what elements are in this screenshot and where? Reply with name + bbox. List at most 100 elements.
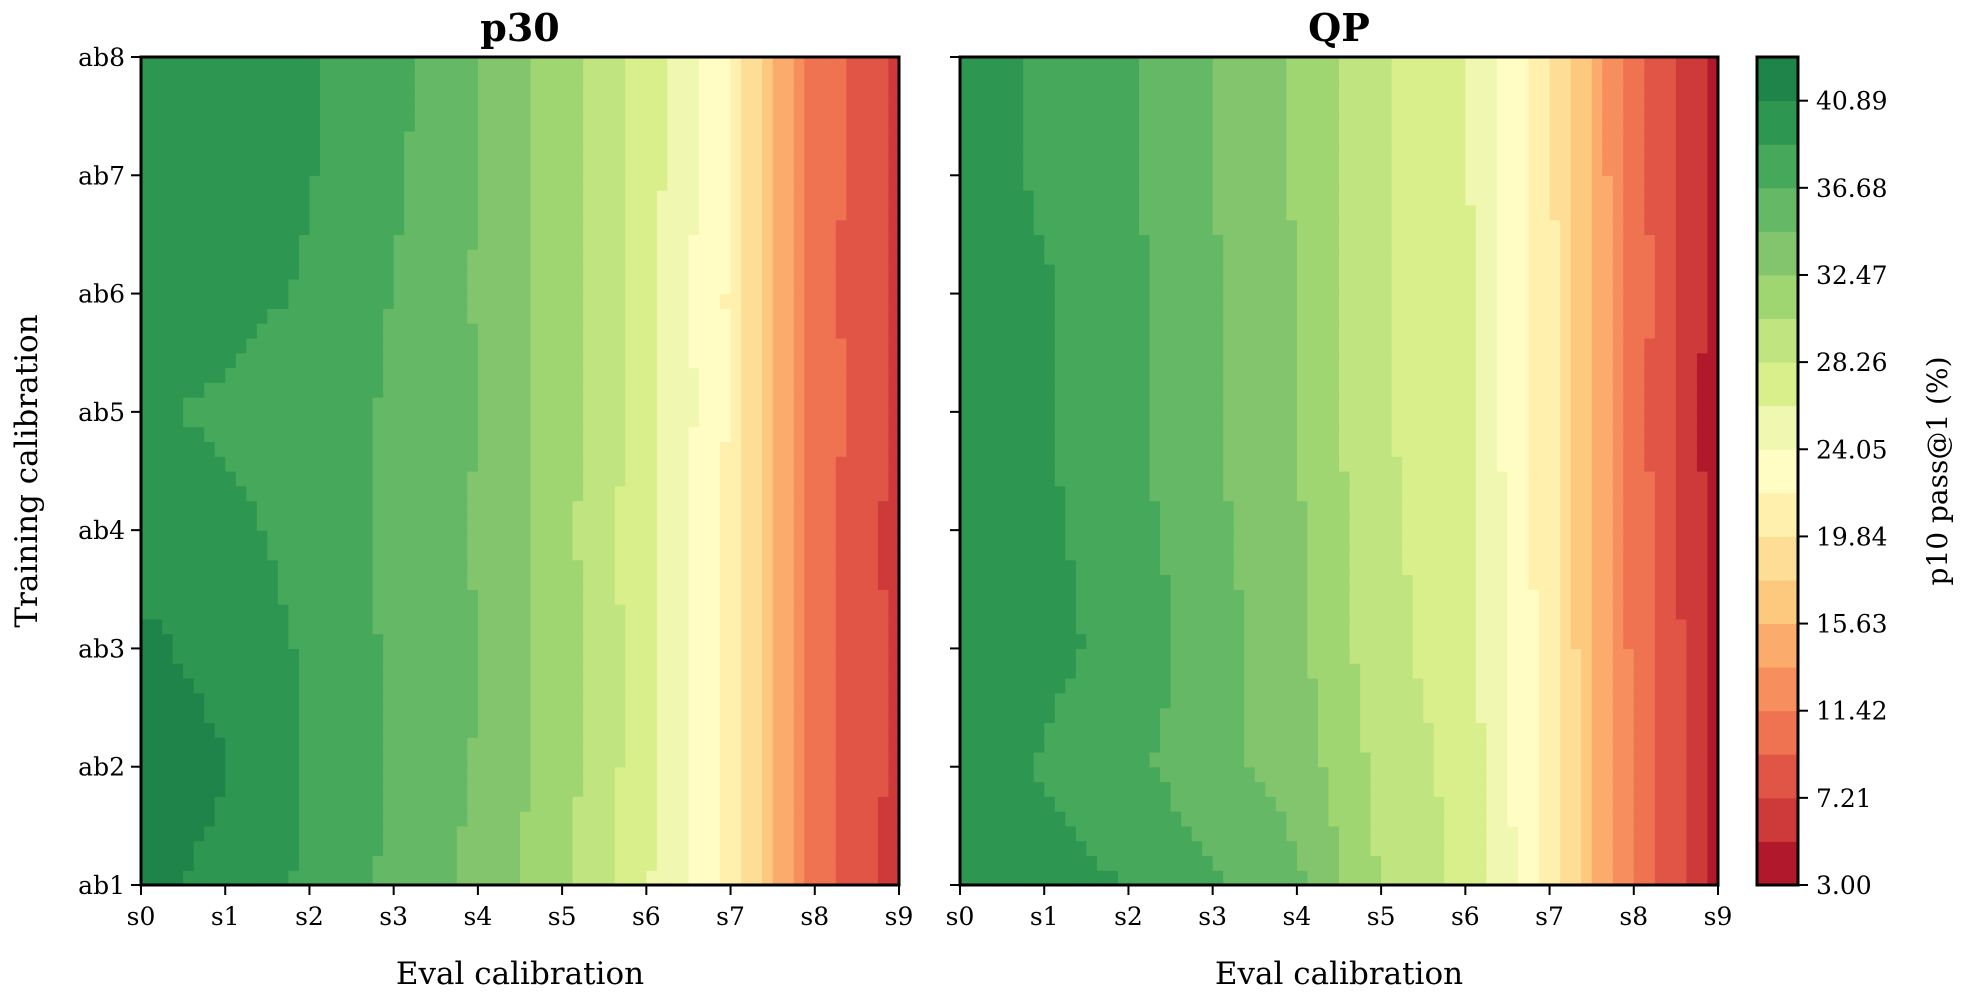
contour-cell bbox=[1202, 663, 1214, 679]
contour-cell bbox=[1307, 692, 1319, 709]
contour-cell bbox=[730, 530, 742, 546]
contour-cell bbox=[720, 751, 732, 768]
contour-cell bbox=[456, 485, 468, 502]
contour-cell bbox=[214, 145, 226, 162]
contour-cell bbox=[393, 175, 405, 191]
contour-cell bbox=[393, 71, 405, 88]
contour-cell bbox=[225, 648, 237, 664]
contour-cell bbox=[162, 722, 174, 738]
contour-cell bbox=[835, 57, 847, 73]
contour-cell bbox=[614, 367, 626, 383]
contour-cell bbox=[330, 870, 342, 885]
contour-cell bbox=[867, 130, 879, 147]
contour-cell bbox=[541, 101, 553, 117]
contour-cell bbox=[393, 130, 405, 147]
contour-cell bbox=[583, 57, 595, 73]
contour-cell bbox=[1265, 692, 1277, 709]
contour-cell bbox=[383, 707, 395, 723]
contour-cell bbox=[1202, 796, 1214, 812]
contour-cell bbox=[425, 101, 437, 117]
contour-cell bbox=[1623, 825, 1635, 842]
contour-cell bbox=[814, 781, 826, 797]
contour-cell bbox=[867, 707, 879, 723]
contour-cell bbox=[193, 337, 205, 354]
contour-cell bbox=[488, 678, 500, 694]
contour-cell bbox=[1233, 707, 1245, 723]
contour-cell bbox=[625, 71, 637, 88]
contour-cell bbox=[814, 352, 826, 369]
contour-cell bbox=[835, 604, 847, 620]
contour-cell bbox=[856, 278, 869, 295]
contour-cell bbox=[172, 559, 184, 576]
contour-cell bbox=[625, 751, 637, 768]
contour-cell bbox=[970, 855, 982, 871]
contour-cell bbox=[277, 145, 289, 162]
contour-cell bbox=[698, 234, 711, 250]
contour-cell bbox=[583, 751, 595, 768]
contour-cell bbox=[572, 101, 584, 117]
contour-cell bbox=[319, 530, 332, 546]
contour-cell bbox=[762, 471, 774, 487]
contour-cell bbox=[604, 175, 616, 191]
contour-cell bbox=[1212, 678, 1224, 694]
contour-cell bbox=[488, 663, 500, 679]
contour-cell bbox=[141, 441, 153, 457]
contour-cell bbox=[509, 796, 521, 812]
contour-cell bbox=[298, 678, 311, 694]
contour-cell bbox=[1128, 796, 1140, 812]
contour-cell bbox=[856, 234, 869, 250]
contour-cell bbox=[1044, 722, 1056, 738]
contour-cell bbox=[172, 249, 184, 265]
contour-cell bbox=[509, 278, 521, 295]
contour-cell bbox=[583, 456, 595, 472]
contour-cell bbox=[341, 293, 353, 309]
contour-cell bbox=[183, 589, 195, 605]
contour-cell bbox=[1181, 737, 1193, 753]
contour-cell bbox=[362, 500, 374, 516]
contour-cell bbox=[856, 337, 869, 354]
contour-cell bbox=[393, 160, 405, 176]
contour-cell bbox=[1075, 870, 1087, 885]
contour-cell bbox=[677, 160, 690, 176]
contour-cell bbox=[183, 323, 195, 339]
contour-cell bbox=[551, 737, 563, 753]
contour-cell bbox=[288, 175, 300, 191]
contour-cell bbox=[204, 264, 216, 280]
contour-cell bbox=[288, 500, 300, 516]
contour-cell bbox=[762, 190, 774, 206]
contour-cell bbox=[193, 145, 205, 162]
contour-cell bbox=[1107, 825, 1119, 842]
contour-cell bbox=[846, 249, 858, 265]
contour-cell bbox=[1444, 722, 1456, 738]
contour-cell bbox=[677, 441, 690, 457]
contour-cell bbox=[751, 500, 763, 516]
contour-cell bbox=[551, 722, 563, 738]
contour-cell bbox=[604, 500, 616, 516]
contour-cell bbox=[1117, 692, 1130, 709]
contour-cell bbox=[751, 86, 763, 102]
contour-cell bbox=[1517, 811, 1530, 827]
contour-cell bbox=[393, 308, 405, 324]
contour-cell bbox=[1296, 811, 1309, 827]
contour-cell bbox=[835, 204, 847, 221]
contour-cell bbox=[877, 441, 890, 457]
contour-cell bbox=[383, 426, 395, 443]
contour-cell bbox=[541, 204, 553, 221]
contour-cell bbox=[1044, 840, 1056, 857]
contour-cell bbox=[225, 707, 237, 723]
contour-cell bbox=[741, 411, 753, 428]
contour-cell bbox=[1570, 825, 1582, 842]
contour-cell bbox=[351, 870, 363, 885]
contour-cell bbox=[667, 352, 679, 369]
contour-cell bbox=[1570, 796, 1582, 812]
contour-cell bbox=[267, 352, 279, 369]
contour-cell bbox=[572, 471, 584, 487]
contour-cell bbox=[572, 308, 584, 324]
contour-cell bbox=[709, 145, 721, 162]
contour-cell bbox=[614, 574, 626, 590]
contour-cell bbox=[425, 116, 437, 132]
contour-cell bbox=[741, 234, 753, 250]
contour-cell bbox=[193, 278, 205, 295]
contour-cell bbox=[498, 337, 511, 354]
contour-cell bbox=[319, 766, 332, 783]
